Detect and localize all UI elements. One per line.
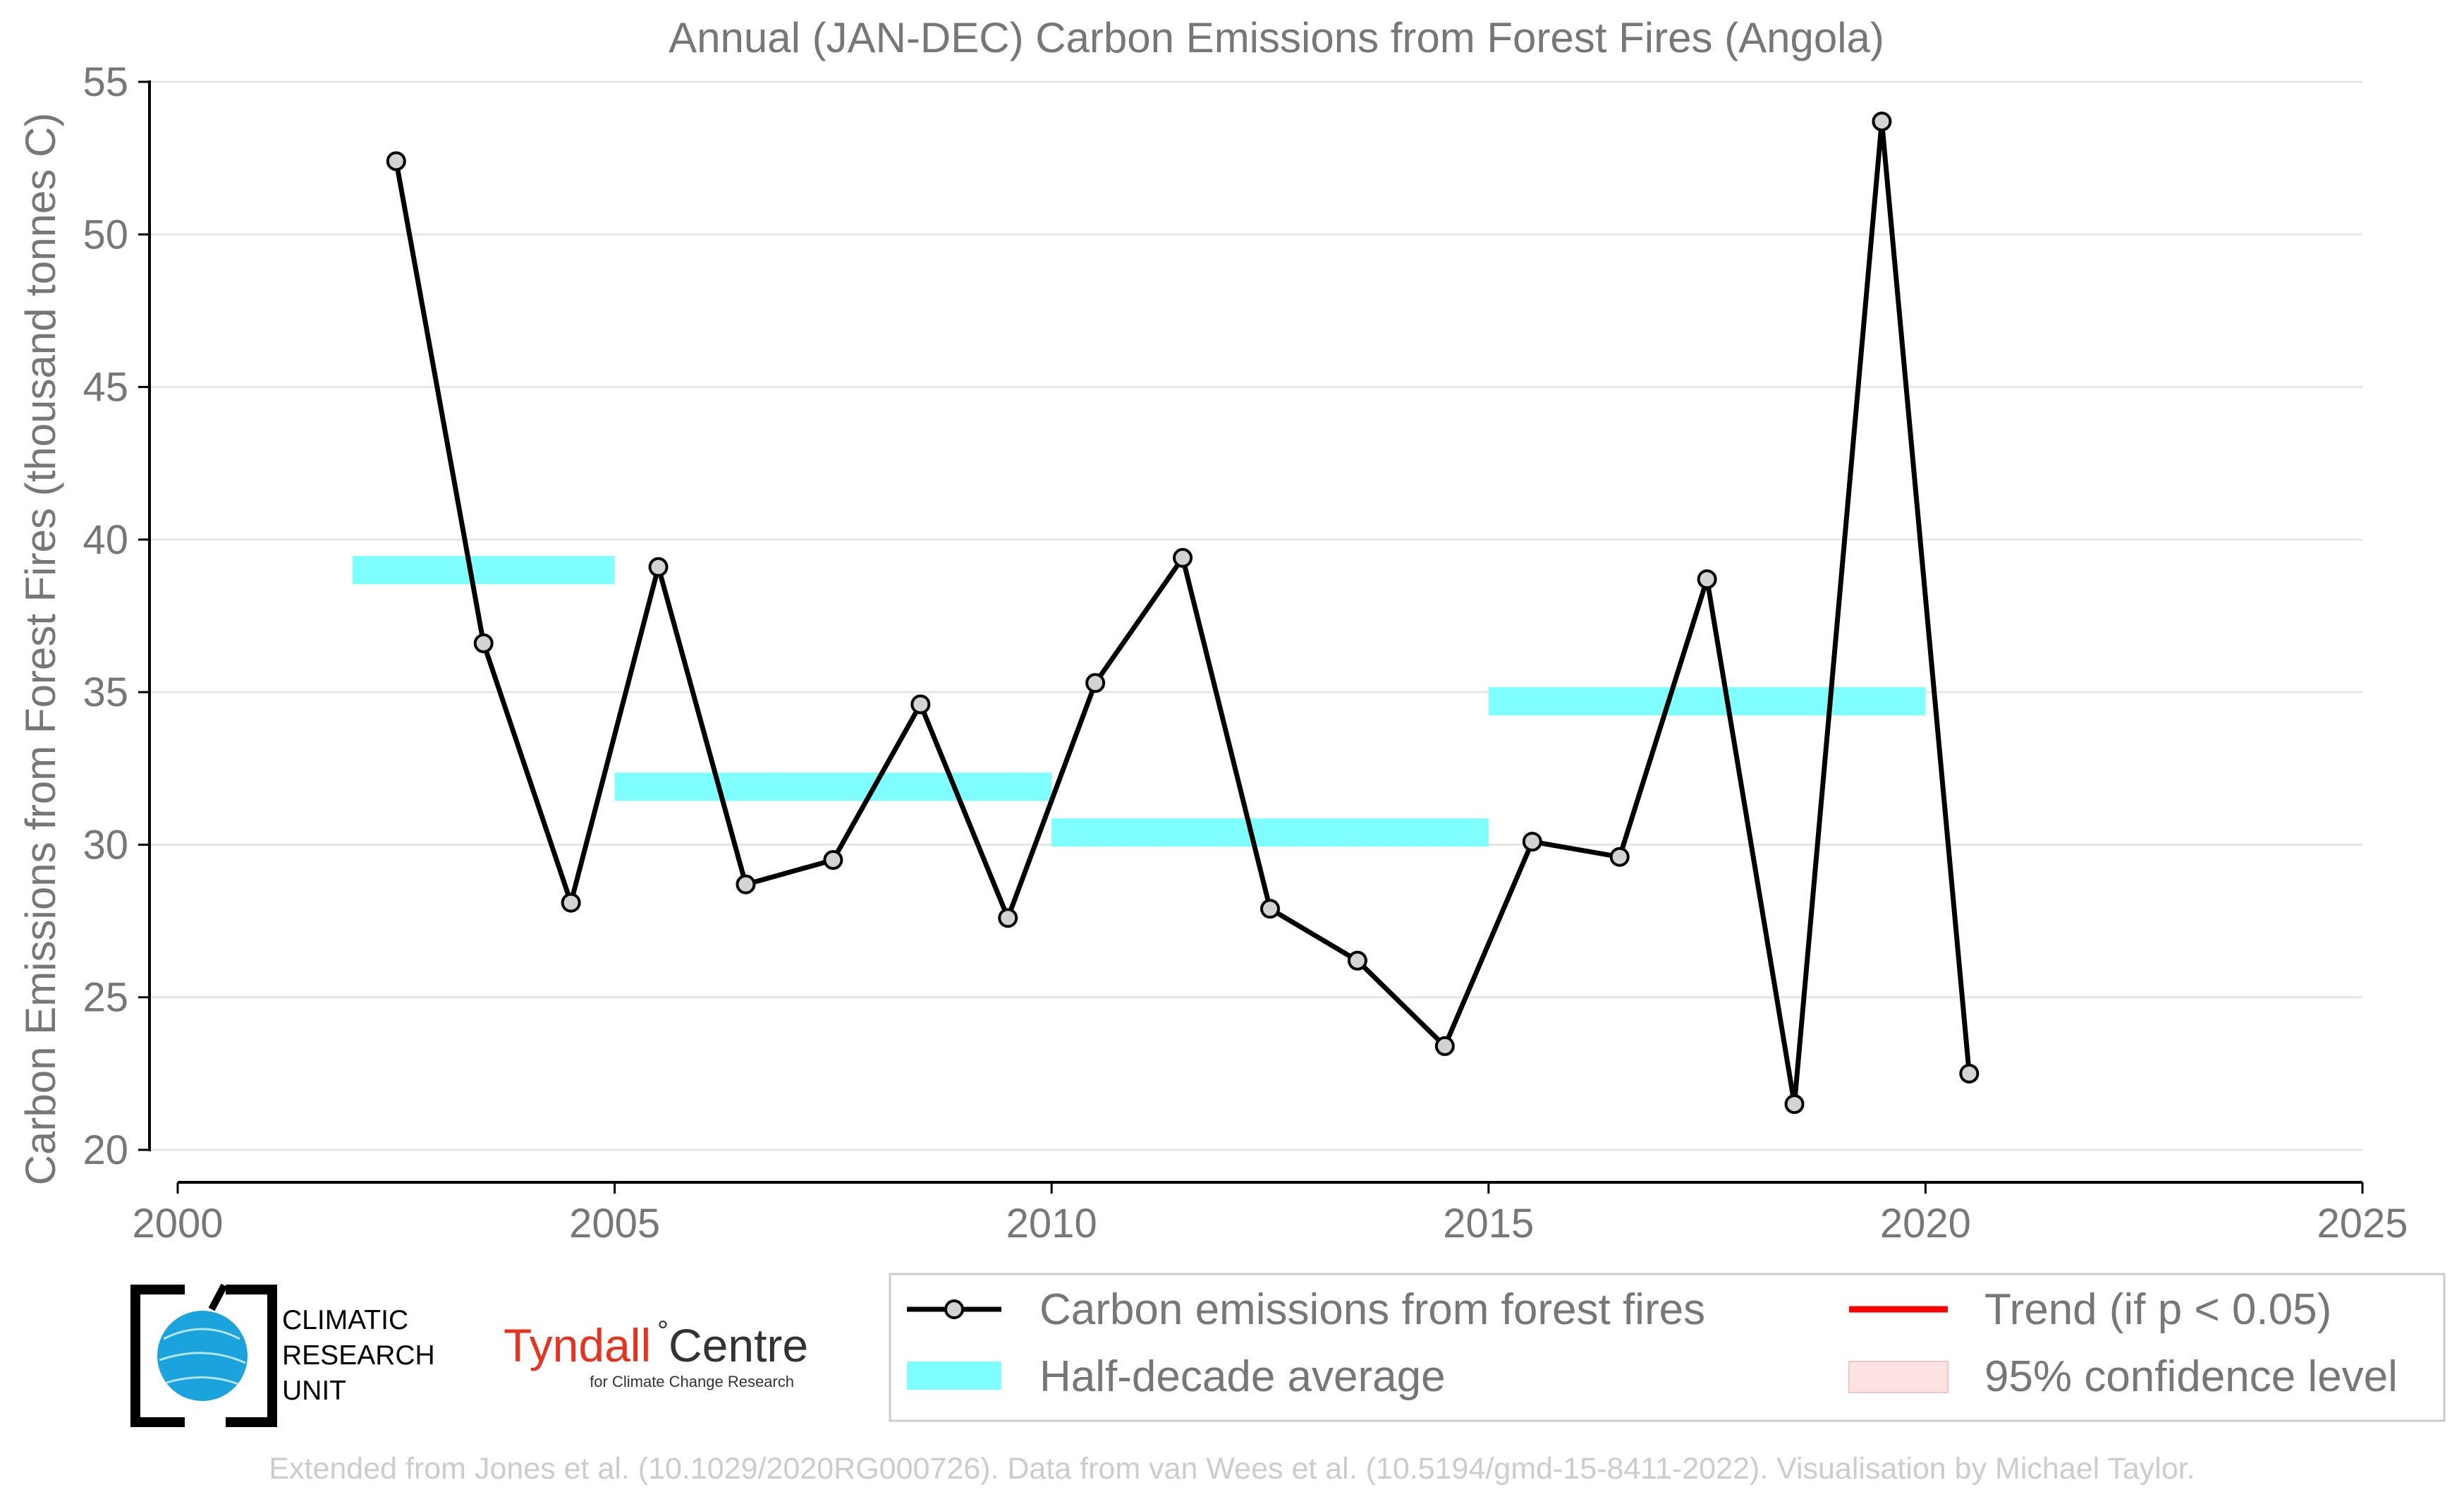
data-point	[1173, 547, 1193, 568]
x-tick-label: 2005	[569, 1201, 660, 1247]
gridlines	[150, 80, 2362, 1151]
data-point	[648, 557, 669, 577]
y-tick-label: 35	[83, 669, 128, 715]
data-point	[1697, 569, 1717, 590]
data-point	[1784, 1094, 1805, 1115]
cru-line-1: CLIMATIC	[282, 1305, 408, 1335]
legend-marker-swatch	[944, 1299, 964, 1319]
half-decade-bar	[614, 772, 1052, 801]
data-point	[386, 151, 406, 171]
legend: Carbon emissions from forest fires Half-…	[889, 1273, 2446, 1422]
data-point	[1260, 899, 1280, 919]
y-tick-label: 45	[83, 365, 128, 411]
y-tick-label: 50	[83, 212, 128, 257]
data-point	[473, 633, 494, 653]
tyndall-word: Tyndall	[504, 1319, 651, 1371]
x-tick-label: 2020	[1880, 1201, 1971, 1247]
data-point	[736, 874, 756, 894]
tyndall-centre-word: Centre	[669, 1319, 808, 1371]
cru-bracket-left	[130, 1285, 185, 1427]
legend-ci-swatch	[1848, 1361, 1948, 1393]
data-point	[1959, 1063, 1980, 1084]
tyndall-subtitle: for Climate Change Research	[590, 1373, 794, 1390]
legend-half-decade-label: Half-decade average	[1039, 1352, 1446, 1401]
data-point	[1872, 111, 1892, 132]
x-tick-label: 2010	[1006, 1201, 1097, 1247]
legend-trend-label: Trend (if p < 0.05)	[1984, 1285, 2331, 1334]
data-point	[1347, 950, 1367, 971]
legend-series-label: Carbon emissions from forest fires	[1039, 1285, 1705, 1334]
data-point	[1522, 832, 1542, 852]
chart-title: Annual (JAN-DEC) Carbon Emissions from F…	[669, 14, 1884, 61]
legend-half-decade-swatch	[907, 1362, 1001, 1390]
cru-logo: CLIMATIC RESEARCH UNIT	[130, 1283, 435, 1427]
cru-line-2: RESEARCH	[282, 1340, 435, 1371]
data-point	[998, 908, 1018, 928]
cru-line-3: UNIT	[282, 1376, 346, 1406]
y-tick-label: 40	[83, 517, 128, 563]
tyndall-logo: Tyndall ° Centre for Climate Change Rese…	[504, 1316, 808, 1390]
x-tick-label: 2015	[1443, 1201, 1534, 1247]
y-tick-label: 55	[83, 59, 128, 105]
x-tick-label: 2000	[132, 1201, 223, 1247]
data-point	[1434, 1036, 1455, 1056]
y-tick-label: 30	[83, 822, 128, 868]
cru-bracket-right	[226, 1285, 277, 1427]
y-tick-label: 20	[83, 1127, 128, 1173]
series-carbon-emissions	[386, 111, 1980, 1115]
legend-frame	[889, 1273, 2446, 1422]
half-decade-bar	[352, 556, 615, 585]
tyndall-degree: °	[657, 1316, 669, 1347]
y-axis-label: Carbon Emissions from Forest Fires (thou…	[17, 113, 64, 1186]
half-decade-bar	[1488, 687, 1926, 716]
half-decade-bars	[352, 556, 1926, 847]
legend-ci-label: 95% confidence level	[1984, 1352, 2398, 1401]
data-point	[910, 694, 931, 715]
y-tick-label: 25	[83, 975, 128, 1021]
data-point	[1609, 847, 1630, 867]
series-line	[394, 119, 1972, 1107]
half-decade-bar	[1051, 818, 1489, 847]
globe-lines	[159, 1328, 246, 1385]
cru-bracket-slash	[208, 1283, 228, 1311]
footer-credit: Extended from Jones et al. (10.1029/2020…	[269, 1452, 2195, 1486]
data-point	[823, 850, 843, 871]
data-point	[1085, 673, 1106, 693]
x-tick-label: 2025	[2317, 1201, 2408, 1247]
data-point	[561, 892, 581, 913]
